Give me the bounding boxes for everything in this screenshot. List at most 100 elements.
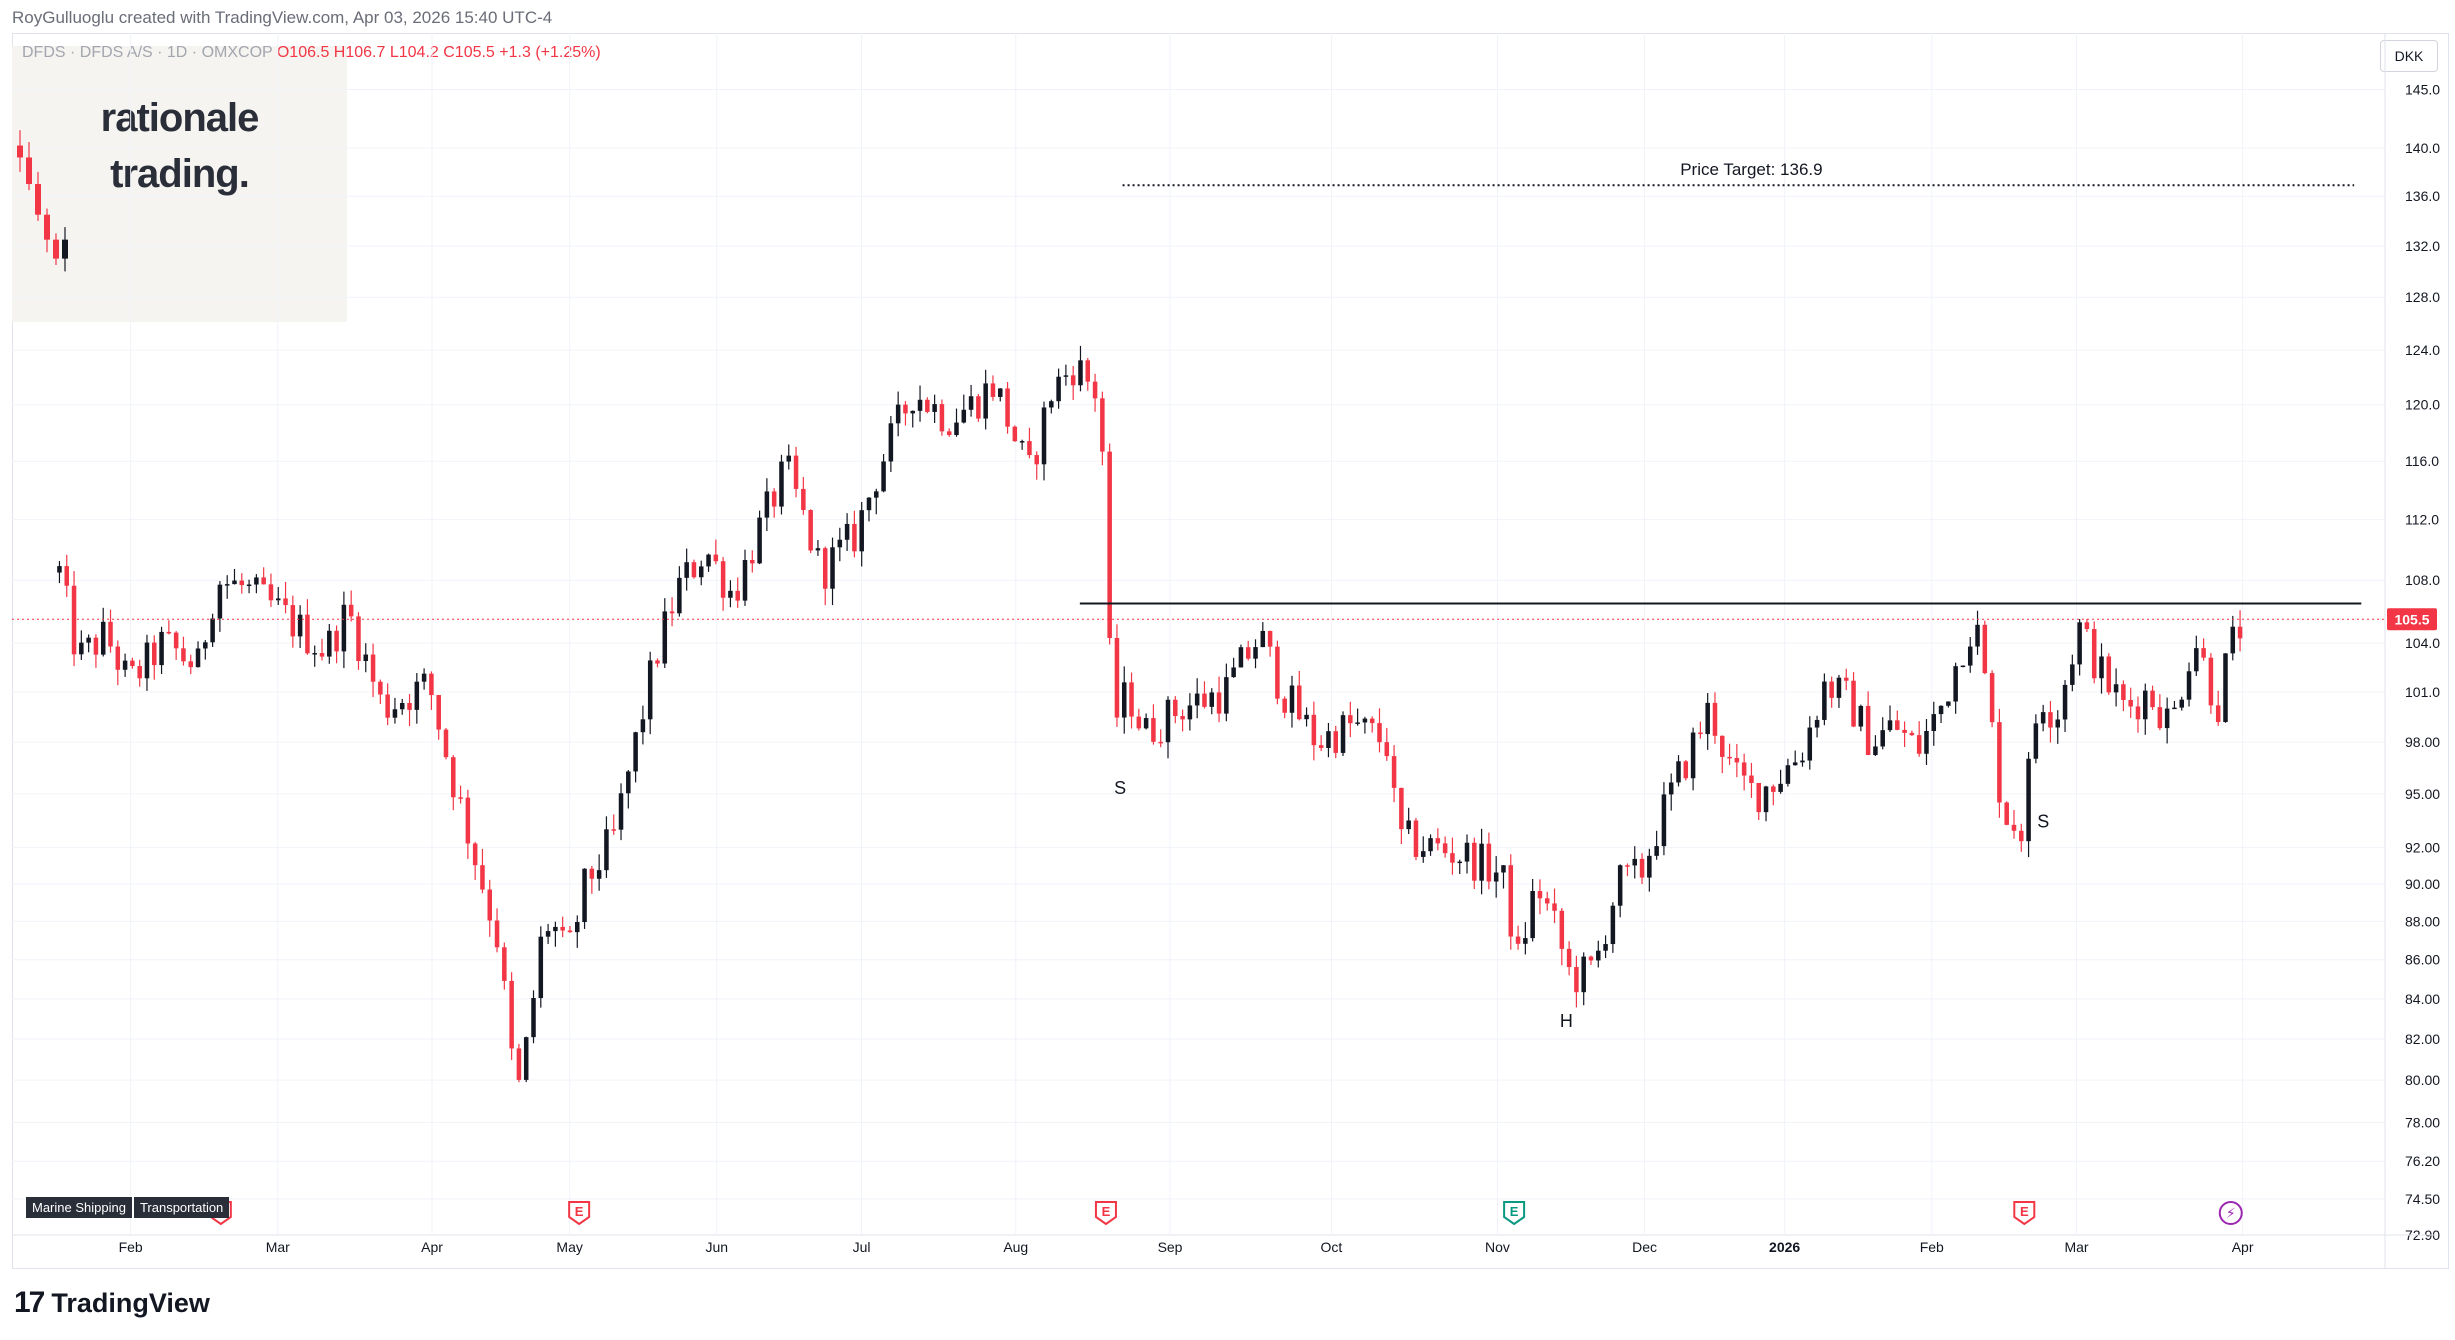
y-tick-label: 82.00 <box>2405 1031 2440 1047</box>
candle-body <box>1712 702 1718 736</box>
ohlc-high: H106.7 <box>333 44 386 61</box>
candle-body <box>888 423 894 462</box>
candle-body <box>1202 693 1207 707</box>
candle-body <box>312 653 317 655</box>
candle-body <box>480 865 485 890</box>
candle-body <box>1012 426 1018 442</box>
candle-body <box>1997 722 2002 803</box>
candle-body <box>801 488 806 511</box>
candle-body <box>2201 648 2206 658</box>
candle-body <box>334 630 339 652</box>
candle-body <box>1085 360 1091 382</box>
candle-body <box>44 214 50 240</box>
candle-body <box>750 560 755 564</box>
candle-body <box>575 922 580 933</box>
candle-body <box>844 523 850 540</box>
candle-body <box>881 461 886 492</box>
candle-body <box>1450 853 1455 863</box>
candle-body <box>64 566 70 586</box>
candle-body <box>713 554 719 562</box>
candle-body <box>1865 705 1871 755</box>
candle-body <box>1501 865 1506 873</box>
candle-body <box>626 771 631 794</box>
candle-body <box>1523 938 1528 944</box>
candle-body <box>1399 787 1404 830</box>
candle-body <box>1479 843 1484 881</box>
x-tick-label: Oct <box>1320 1239 1342 1255</box>
ohlc-close: C105.5 <box>443 44 495 61</box>
y-tick-label: 145.0 <box>2405 81 2440 97</box>
candle-body <box>232 580 237 585</box>
candle-body <box>1566 948 1572 968</box>
candle-body <box>786 455 792 462</box>
candle-body <box>866 497 872 511</box>
candle-body <box>1318 745 1324 748</box>
candle-body <box>523 1037 529 1080</box>
candle-body <box>2164 708 2170 729</box>
candle-body <box>26 157 32 185</box>
earnings-icon-glyph: E <box>575 1204 584 1219</box>
candle-body <box>516 1048 522 1080</box>
candle-body <box>1690 732 1696 779</box>
candle-body <box>538 936 544 999</box>
candle-body <box>297 614 303 637</box>
candle-body <box>414 681 420 710</box>
candle-body <box>35 184 41 215</box>
candle-body <box>822 548 828 589</box>
candle-body <box>1916 735 1922 754</box>
candle-body <box>502 947 507 981</box>
candle-body <box>421 673 427 682</box>
candle-body <box>1457 861 1462 864</box>
candle-body <box>1982 624 1988 674</box>
candle-body <box>1070 375 1076 386</box>
candle-body <box>677 577 682 614</box>
candle-body <box>1654 846 1659 856</box>
price-target-label: Price Target: 136.9 <box>1680 160 1822 179</box>
tradingview-logo[interactable]: 17 TradingView <box>14 1286 210 1320</box>
industry-tag[interactable]: Transportation <box>133 1197 230 1218</box>
candle-body <box>1887 720 1893 731</box>
candle-body <box>2179 699 2184 708</box>
y-tick-label: 78.00 <box>2405 1114 2440 1130</box>
candle-body <box>954 422 959 436</box>
x-tick-label: Jun <box>705 1239 728 1255</box>
y-tick-label: 112.0 <box>2405 512 2439 528</box>
symbol-legend[interactable]: DFDS · DFDS A/S · 1D · OMXCOP O106.5 H10… <box>22 44 601 62</box>
x-tick-label: Apr <box>421 1239 443 1255</box>
candle-body <box>633 732 638 772</box>
x-tick-label: Jul <box>853 1239 871 1255</box>
candle-body <box>1741 762 1747 776</box>
candle-body <box>2004 802 2009 825</box>
candle-body <box>1165 699 1171 743</box>
y-tick-label: 90.00 <box>2405 876 2440 892</box>
candle-body <box>1822 681 1827 720</box>
candle-body <box>1661 794 1667 847</box>
candle-body <box>1107 451 1112 638</box>
candle-body <box>1617 865 1623 906</box>
y-tick-label: 128.0 <box>2405 289 2440 305</box>
candle-body <box>589 868 595 879</box>
candle-body <box>560 926 565 931</box>
candle-body <box>2135 706 2141 720</box>
watermark-line-2: trading. <box>110 152 250 196</box>
y-tick-label: 86.00 <box>2405 952 2440 968</box>
candle-body <box>2172 707 2177 710</box>
pattern-label: H <box>1560 1011 1573 1031</box>
candlestick-chart[interactable]: 145.0 140.0 136.0 132.0 128.0 124.0 120.0 116.0… <box>0 0 2455 1270</box>
candle-body <box>2150 690 2155 708</box>
flash-icon-glyph: ⚡ <box>2226 1205 2236 1221</box>
currency-button[interactable]: DKK <box>2380 40 2438 72</box>
candle-body <box>1493 872 1499 882</box>
earnings-icon <box>2013 1201 2036 1226</box>
candle-body <box>1967 646 1973 666</box>
candle-body <box>1975 624 1980 647</box>
sector-tag[interactable]: Marine Shipping <box>26 1197 132 1218</box>
candle-body <box>567 930 573 933</box>
candle-body <box>1311 714 1317 746</box>
candle-body <box>2091 629 2097 679</box>
candle-body <box>1778 783 1783 792</box>
candle-body <box>1136 716 1142 729</box>
candle-body <box>2230 626 2236 654</box>
candle-body <box>1843 677 1849 681</box>
candle-body <box>1683 761 1689 779</box>
